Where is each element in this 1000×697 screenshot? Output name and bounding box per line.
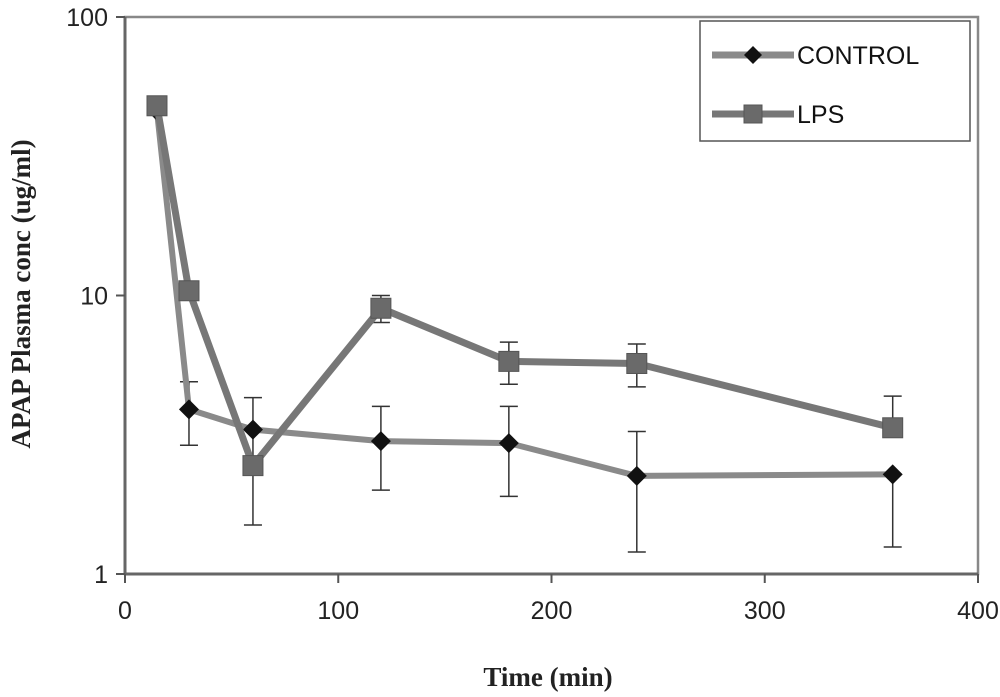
control-point-3 <box>370 431 391 452</box>
y-tick-label-0: 1 <box>94 561 108 589</box>
y-tick-label-2: 100 <box>66 4 108 32</box>
x-tick-label-0: 0 <box>118 597 132 625</box>
series-lps <box>146 95 904 477</box>
x-tick-label-4: 400 <box>957 597 999 625</box>
x-tick-label-3: 300 <box>744 597 786 625</box>
control-point-5 <box>626 465 647 486</box>
x-axis-ticks: 0 100 200 300 400 <box>118 574 999 625</box>
control-line <box>153 107 896 479</box>
y-axis-title: APAP Plasma conc (ug/ml) <box>6 139 36 448</box>
lps-line <box>153 102 897 470</box>
control-point-1 <box>178 399 199 420</box>
lps-point-5 <box>626 352 648 374</box>
legend: CONTROL LPS <box>699 20 971 142</box>
legend-label-control: CONTROL <box>797 42 919 70</box>
series-control <box>146 100 903 553</box>
x-axis-title: Time (min) <box>483 662 612 692</box>
legend-swatch-control-marker <box>744 46 762 64</box>
lps-point-1 <box>178 280 200 302</box>
control-point-4 <box>498 433 519 454</box>
control-point-2 <box>242 419 263 440</box>
control-point-6 <box>882 464 903 485</box>
x-tick-label-1: 100 <box>317 597 359 625</box>
legend-entry-control: CONTROL <box>712 42 919 70</box>
series-layer <box>146 95 904 553</box>
lps-point-0 <box>146 95 168 117</box>
lps-point-3 <box>370 297 392 319</box>
y-axis-ticks: 1 10 100 <box>66 4 125 589</box>
legend-swatch-lps-marker <box>743 104 763 124</box>
legend-label-lps: LPS <box>797 101 844 129</box>
x-tick-label-2: 200 <box>531 597 573 625</box>
y-tick-label-1: 10 <box>80 283 108 311</box>
legend-entry-lps: LPS <box>712 101 844 129</box>
lps-point-2 <box>242 455 264 477</box>
lps-point-6 <box>882 417 904 439</box>
lps-point-4 <box>498 350 520 372</box>
